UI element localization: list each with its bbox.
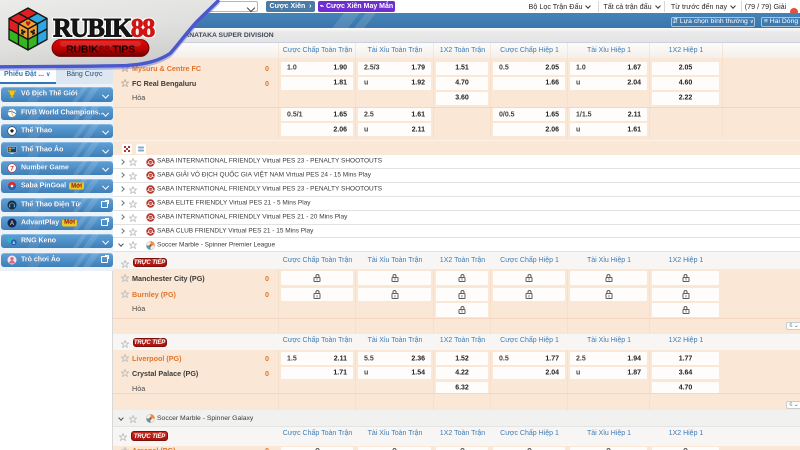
svg-text:8: 8 <box>13 240 16 245</box>
svg-text:A: A <box>10 221 15 227</box>
svg-text:7: 7 <box>10 165 14 172</box>
